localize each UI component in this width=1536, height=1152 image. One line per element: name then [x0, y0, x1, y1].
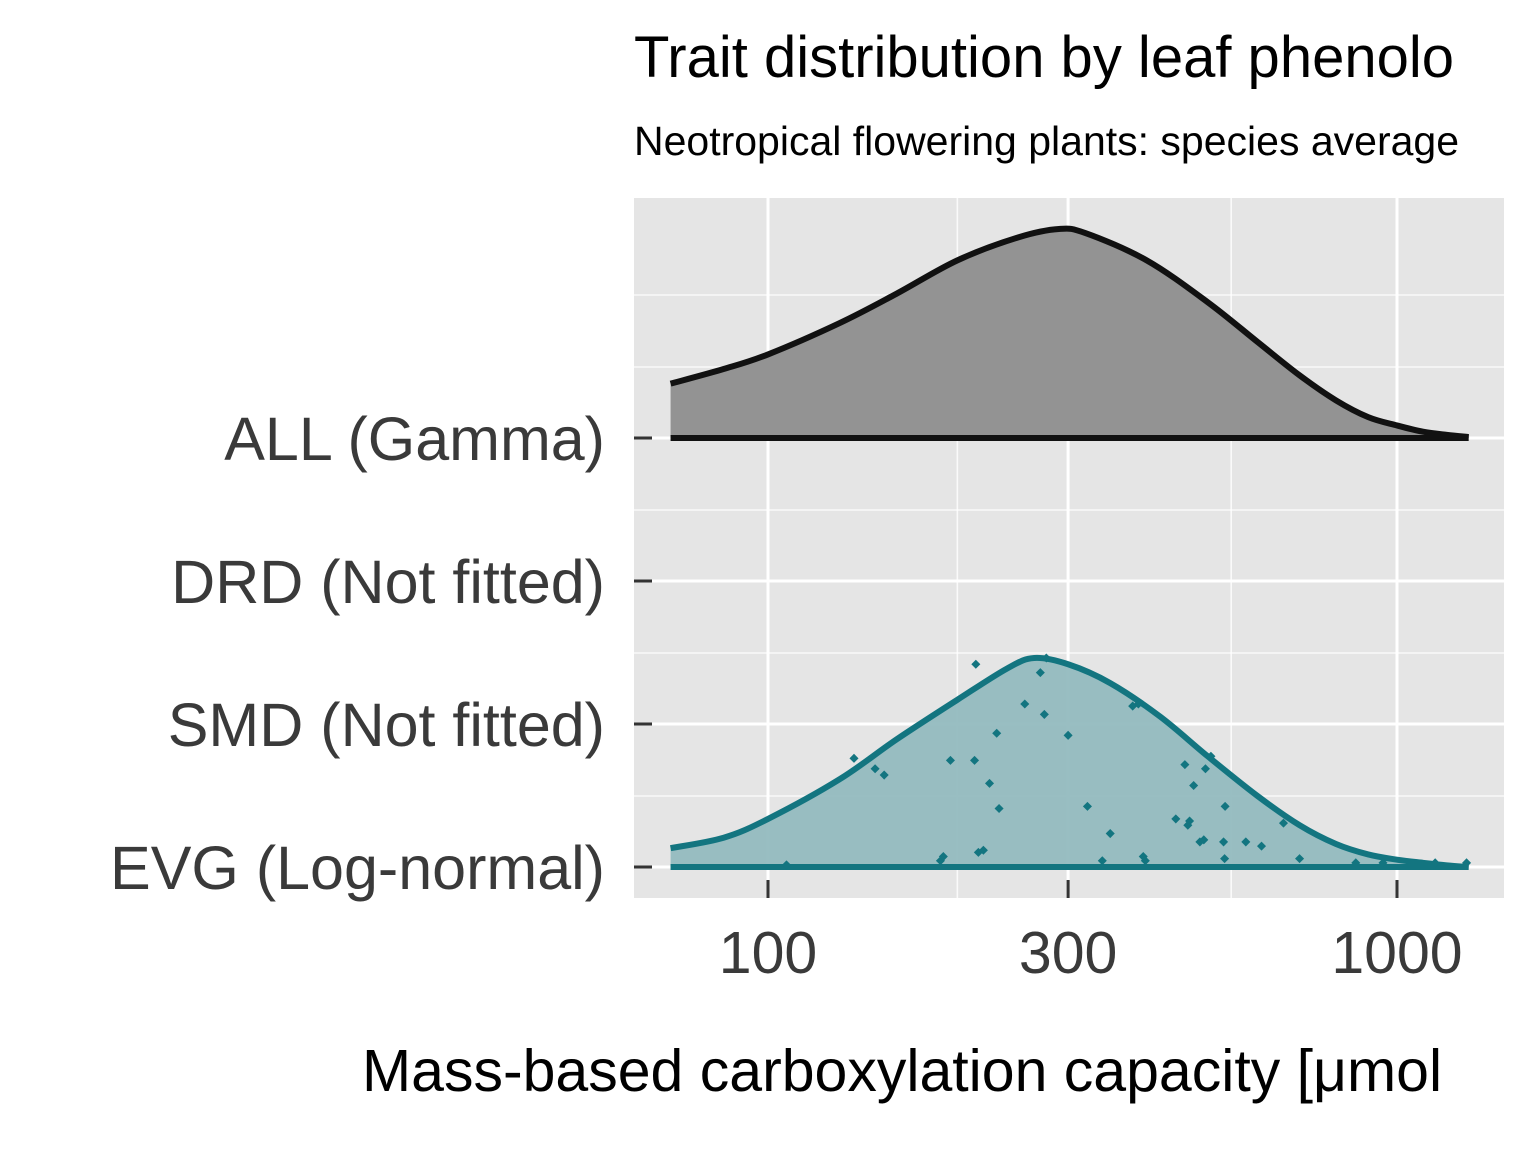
data-point	[1180, 760, 1190, 770]
data-point	[1206, 751, 1216, 761]
data-point	[1020, 699, 1030, 709]
density-ridges	[669, 225, 1469, 870]
data-point	[1378, 858, 1388, 868]
data-point	[1189, 780, 1199, 791]
data-point	[992, 728, 1002, 738]
data-point	[1430, 858, 1440, 868]
data-point	[1295, 854, 1305, 864]
data-point	[1351, 858, 1361, 868]
y-tick-label: DRD (Not fitted)	[171, 548, 605, 616]
data-point	[984, 778, 995, 788]
data-point	[1256, 841, 1267, 851]
y-tick-label: SMD (Not fitted)	[168, 691, 605, 759]
x-tick-label: 1000	[1331, 920, 1462, 986]
data-point	[1199, 835, 1209, 845]
data-point	[978, 845, 988, 855]
data-point	[1082, 801, 1092, 811]
axes: ALL (Gamma) DRD (Not fitted) SMD (Not fitt…	[110, 405, 1463, 986]
data-point	[1097, 856, 1107, 866]
data-point	[1462, 858, 1472, 868]
data-point	[1133, 699, 1143, 709]
data-point	[938, 852, 948, 862]
data-point	[1035, 668, 1045, 678]
data-point	[1171, 814, 1181, 824]
x-axis-label: Mass-based carboxylation capacity [μmol	[362, 1038, 1442, 1104]
data-point	[1140, 856, 1150, 866]
chart-title: Trait distribution by leaf phenolo	[634, 25, 1454, 90]
data-point	[1039, 709, 1049, 719]
data-point	[1185, 816, 1195, 826]
data-point	[1063, 730, 1073, 740]
data-point	[1219, 837, 1229, 847]
data-point	[879, 770, 889, 780]
x-tick-label: 300	[1019, 920, 1117, 986]
x-tick-label: 100	[719, 920, 817, 986]
data-point	[1220, 854, 1230, 864]
data-point	[849, 753, 859, 763]
density-line-all	[669, 225, 1469, 440]
density-fill-evg	[670, 657, 1469, 867]
data-point	[1220, 801, 1230, 811]
data-point	[1041, 653, 1051, 663]
chart-subtitle: Neotropical flowering plants: species av…	[634, 118, 1459, 164]
data-point	[1200, 764, 1210, 774]
data-point	[870, 764, 880, 774]
data-point	[1241, 837, 1251, 847]
data-points	[781, 653, 1472, 870]
y-tick-label: ALL (Gamma)	[224, 405, 605, 473]
data-point	[1278, 818, 1289, 828]
density-line-evg	[669, 654, 1469, 870]
y-tick-label: EVG (Log-normal)	[110, 834, 605, 902]
data-point	[1105, 829, 1115, 839]
density-fill-all	[670, 228, 1469, 438]
data-point	[945, 755, 955, 765]
data-point	[781, 860, 792, 870]
data-point	[970, 755, 980, 765]
data-point	[994, 803, 1004, 814]
data-point	[971, 659, 981, 669]
